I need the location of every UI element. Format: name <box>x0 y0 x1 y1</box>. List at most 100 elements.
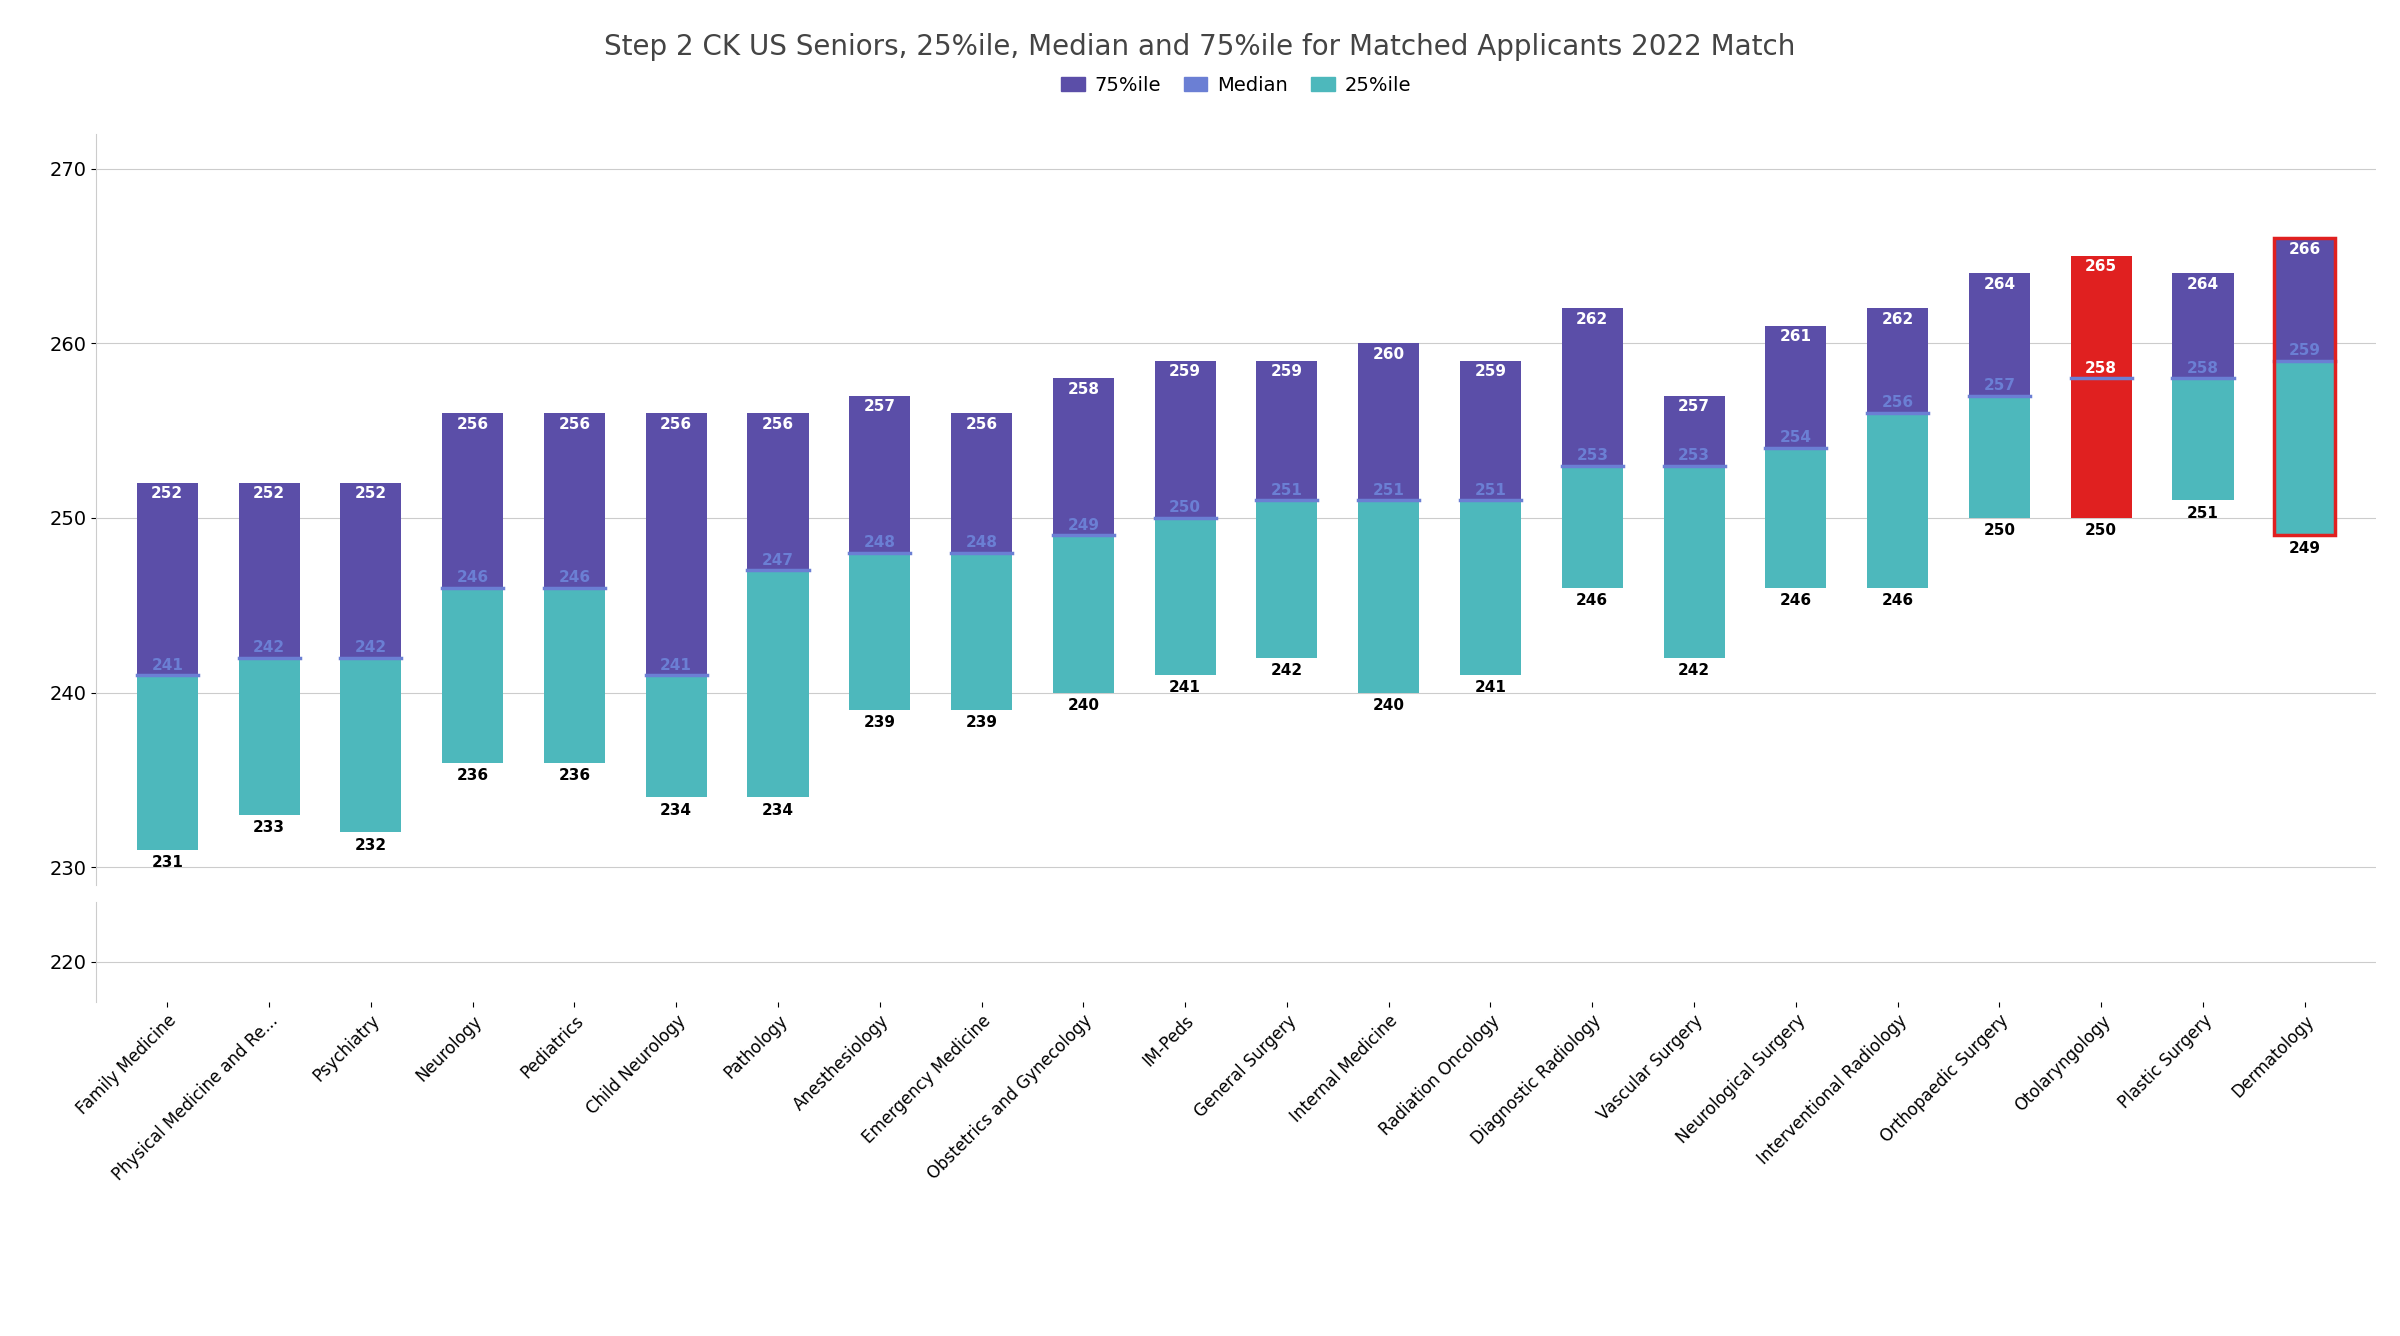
Bar <box>137 484 197 675</box>
Text: 231: 231 <box>151 855 182 870</box>
Bar <box>746 240 809 421</box>
Bar <box>2071 378 2131 518</box>
Bar <box>950 553 1013 711</box>
Text: 259: 259 <box>2290 343 2321 358</box>
Text: 253: 253 <box>1577 448 1608 462</box>
Bar <box>1255 341 1318 521</box>
Bar <box>442 413 504 588</box>
Text: 264: 264 <box>1982 277 2016 291</box>
Text: 254: 254 <box>1781 430 1812 445</box>
Bar <box>238 657 300 815</box>
Bar <box>545 240 605 441</box>
Bar <box>1154 361 1217 518</box>
Bar <box>341 484 401 657</box>
Bar <box>1663 301 1726 521</box>
Text: 249: 249 <box>2290 541 2321 556</box>
Text: 253: 253 <box>1678 448 1711 462</box>
Text: 257: 257 <box>864 399 895 414</box>
Bar <box>545 588 605 763</box>
Bar <box>137 321 197 541</box>
Bar <box>850 401 910 581</box>
Bar <box>137 541 197 741</box>
Text: 251: 251 <box>2186 506 2220 521</box>
Text: 241: 241 <box>1474 680 1507 696</box>
Bar <box>1054 200 1114 381</box>
Bar <box>238 484 300 657</box>
Bar <box>238 521 300 701</box>
Bar <box>850 395 910 553</box>
Bar <box>746 413 809 570</box>
Text: 259: 259 <box>1169 365 1200 379</box>
Bar <box>1255 501 1318 657</box>
Text: 264: 264 <box>2186 277 2220 291</box>
Bar <box>2275 238 2335 361</box>
Bar <box>442 240 504 441</box>
Text: 250: 250 <box>2086 524 2117 538</box>
Bar <box>341 321 401 521</box>
Bar <box>1255 361 1318 501</box>
Text: 236: 236 <box>456 768 490 783</box>
Bar <box>1968 274 2030 395</box>
Text: 258: 258 <box>2186 361 2220 375</box>
Bar <box>646 675 706 798</box>
Text: 240: 240 <box>1373 697 1404 713</box>
Text: 256: 256 <box>1882 395 1913 410</box>
Text: 256: 256 <box>559 417 590 432</box>
Bar <box>2275 180 2335 381</box>
Text: 259: 259 <box>1474 365 1507 379</box>
Bar <box>950 240 1013 401</box>
Text: 242: 242 <box>1272 663 1303 677</box>
Bar <box>1255 180 1318 341</box>
Bar <box>2172 378 2234 501</box>
Text: 246: 246 <box>559 570 590 585</box>
Bar <box>1867 240 1927 441</box>
Text: 247: 247 <box>761 553 794 568</box>
Bar <box>1867 413 1927 588</box>
Bar <box>646 240 706 541</box>
Text: 248: 248 <box>965 536 998 550</box>
Text: 252: 252 <box>252 486 286 501</box>
Text: 242: 242 <box>1678 663 1711 677</box>
Bar <box>1154 518 1217 675</box>
Text: 251: 251 <box>1474 482 1507 498</box>
Text: 261: 261 <box>1781 329 1812 345</box>
Bar <box>1766 281 1826 441</box>
Bar <box>1663 395 1726 465</box>
Bar <box>1968 395 2030 518</box>
Bar <box>1562 120 1622 301</box>
Bar <box>545 413 605 588</box>
Bar <box>2071 60 2131 200</box>
Text: 241: 241 <box>151 657 182 672</box>
Text: 246: 246 <box>1781 593 1812 608</box>
Text: 234: 234 <box>660 803 691 818</box>
Text: 248: 248 <box>864 536 895 550</box>
Bar <box>1766 448 1826 588</box>
Bar <box>1766 140 1826 281</box>
Text: 246: 246 <box>1577 593 1608 608</box>
Bar <box>2275 40 2335 180</box>
Text: 239: 239 <box>864 715 895 731</box>
Text: 251: 251 <box>1373 482 1404 498</box>
Text: 265: 265 <box>2086 259 2117 274</box>
Text: 250: 250 <box>1169 500 1200 516</box>
Bar <box>1562 309 1622 465</box>
Bar <box>238 321 300 521</box>
Text: 242: 242 <box>355 640 386 655</box>
Text: 233: 233 <box>252 820 286 835</box>
Bar <box>1968 80 2030 220</box>
Bar <box>646 413 706 675</box>
Text: 250: 250 <box>1982 524 2016 538</box>
Bar <box>1663 220 1726 301</box>
Bar <box>1154 361 1217 541</box>
Bar <box>341 657 401 832</box>
Bar <box>850 553 910 711</box>
Legend: 75%ile, Median, 25%ile: 75%ile, Median, 25%ile <box>1054 68 1418 103</box>
Bar <box>746 570 809 798</box>
Text: 241: 241 <box>660 657 691 672</box>
Bar <box>442 441 504 641</box>
Bar <box>1766 326 1826 448</box>
Text: 262: 262 <box>1882 311 1913 327</box>
Bar <box>1459 180 1522 341</box>
Text: 257: 257 <box>1982 378 2016 393</box>
Text: 256: 256 <box>456 417 490 432</box>
